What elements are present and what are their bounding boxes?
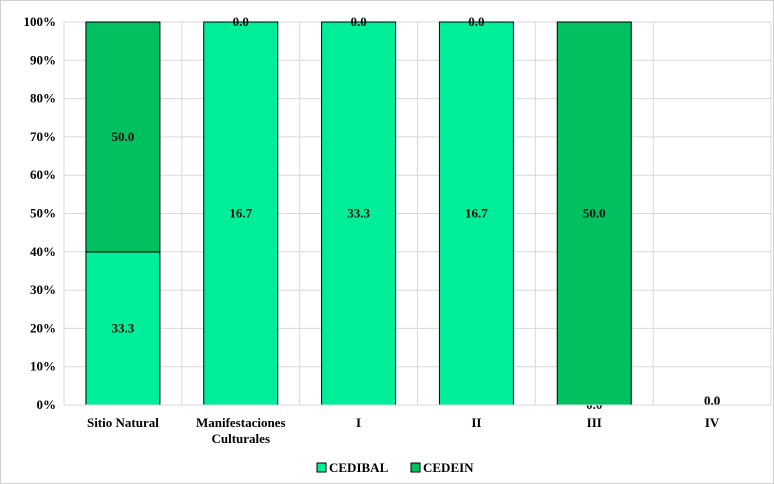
category-label: I xyxy=(356,415,361,430)
category-label: Sitio Natural xyxy=(87,415,159,430)
bar-cedibal xyxy=(438,21,514,406)
y-tick-label: 0% xyxy=(37,397,57,412)
bar-cedibal xyxy=(321,21,397,406)
data-label: 33.3 xyxy=(347,206,370,221)
category-label: II xyxy=(471,415,481,430)
data-label: 16.7 xyxy=(465,206,488,221)
category-label: Manifestaciones xyxy=(196,415,286,430)
legend-label: CEDEIN xyxy=(423,460,474,475)
y-tick-label: 20% xyxy=(30,320,56,335)
data-label: 33.3 xyxy=(112,320,135,335)
data-label: 16.7 xyxy=(229,206,252,221)
data-label: 0.0 xyxy=(704,393,720,408)
category-label: III xyxy=(587,415,602,430)
legend-label: CEDIBAL xyxy=(329,460,389,475)
y-tick-label: 70% xyxy=(30,129,56,144)
data-label: 50.0 xyxy=(112,129,135,144)
y-tick-label: 40% xyxy=(30,244,56,259)
data-label: 50.0 xyxy=(583,206,606,221)
data-label: 0.0 xyxy=(350,14,366,29)
category-label: IV xyxy=(705,415,720,430)
category-label: Culturales xyxy=(212,431,271,446)
y-tick-label: 30% xyxy=(30,282,56,297)
y-tick-label: 90% xyxy=(30,52,56,67)
bar-cedein xyxy=(556,21,632,406)
bar-cedein xyxy=(85,21,161,253)
data-label: 0.0 xyxy=(468,14,484,29)
legend-swatch-cedibal xyxy=(316,462,327,473)
y-tick-label: 10% xyxy=(30,359,56,374)
y-tick-label: 50% xyxy=(30,206,56,221)
bar-cedibal xyxy=(203,21,279,406)
y-tick-label: 100% xyxy=(24,14,57,29)
data-label: 0.0 xyxy=(233,14,249,29)
y-tick-label: 80% xyxy=(30,91,56,106)
data-label: 0.0 xyxy=(704,393,720,408)
legend-swatch-cedein xyxy=(410,462,421,473)
y-tick-label: 60% xyxy=(30,167,56,182)
